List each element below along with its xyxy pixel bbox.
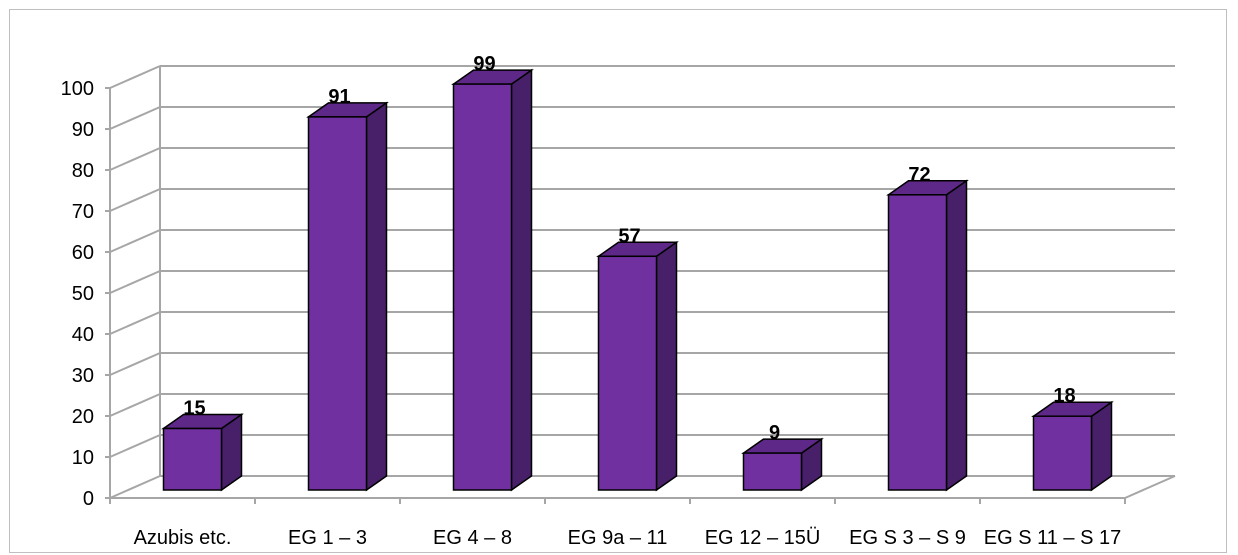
gridline-diagonal	[109, 270, 161, 294]
gridline-diagonal	[109, 147, 161, 171]
y-tick-label: 60	[72, 242, 94, 264]
data-label: 91	[328, 86, 350, 108]
bar-side	[365, 101, 388, 492]
bar-front	[307, 116, 368, 491]
data-label: 18	[1053, 385, 1075, 407]
y-tick-label: 100	[61, 78, 94, 100]
axes: 0 10 20 30 40 50 60 70 80 90 100	[61, 78, 1126, 510]
gridline-diagonal	[109, 393, 161, 417]
bar-side	[1090, 400, 1113, 492]
bar-side	[945, 179, 968, 492]
bar	[161, 413, 244, 492]
bar	[306, 101, 389, 492]
data-label: 72	[908, 164, 930, 186]
gridline-diagonal	[109, 106, 161, 130]
category-label: EG 12 – 15Ü	[705, 527, 821, 549]
bar-front	[1032, 415, 1093, 491]
y-tick-label: 80	[72, 160, 94, 182]
bar-front	[162, 427, 223, 491]
y-tick-label: 40	[72, 324, 94, 346]
gridline-diagonal	[109, 65, 161, 89]
bar-side	[510, 68, 533, 492]
data-label: 9	[769, 422, 780, 444]
bar	[596, 240, 679, 492]
gridline-diagonal	[109, 229, 161, 253]
gridline-diagonal	[109, 475, 161, 499]
bar-side	[655, 240, 678, 492]
data-label: 15	[183, 398, 205, 420]
gridline-diagonal	[109, 311, 161, 335]
data-label: 57	[618, 225, 640, 247]
category-label: Azubis etc.	[134, 527, 232, 549]
category-label: EG 9a – 11	[568, 527, 668, 549]
bar-front	[887, 194, 948, 491]
category-label: EG 1 – 3	[288, 527, 367, 549]
y-tick-label: 20	[72, 406, 94, 428]
gridline-diagonal	[109, 434, 161, 458]
gridline-diagonal	[109, 352, 161, 376]
y-tick-label: 0	[83, 488, 94, 510]
labels: 15 Azubis etc. 91 EG 1 – 3 99 EG 4 – 8 57 EG 9a…	[134, 53, 1122, 549]
bars	[161, 68, 1114, 492]
y-tick-label: 30	[72, 365, 94, 387]
bar	[1031, 400, 1114, 492]
floor-right-edge	[1124, 475, 1176, 499]
y-tick-label: 90	[72, 119, 94, 141]
y-tick-label: 50	[72, 283, 94, 305]
bar-front	[597, 255, 658, 491]
y-tick-label: 10	[72, 447, 94, 469]
gridline-diagonal	[109, 188, 161, 212]
bar	[451, 68, 534, 492]
y-tick-label: 70	[72, 201, 94, 223]
bar	[886, 179, 969, 492]
bar	[741, 437, 824, 492]
category-label: EG 4 – 8	[433, 527, 512, 549]
bar-front	[452, 83, 513, 491]
category-label: EG S 3 – S 9	[849, 527, 966, 549]
category-label: EG S 11 – S 17	[984, 527, 1122, 549]
bar-front	[742, 452, 803, 491]
data-label: 99	[473, 53, 495, 75]
